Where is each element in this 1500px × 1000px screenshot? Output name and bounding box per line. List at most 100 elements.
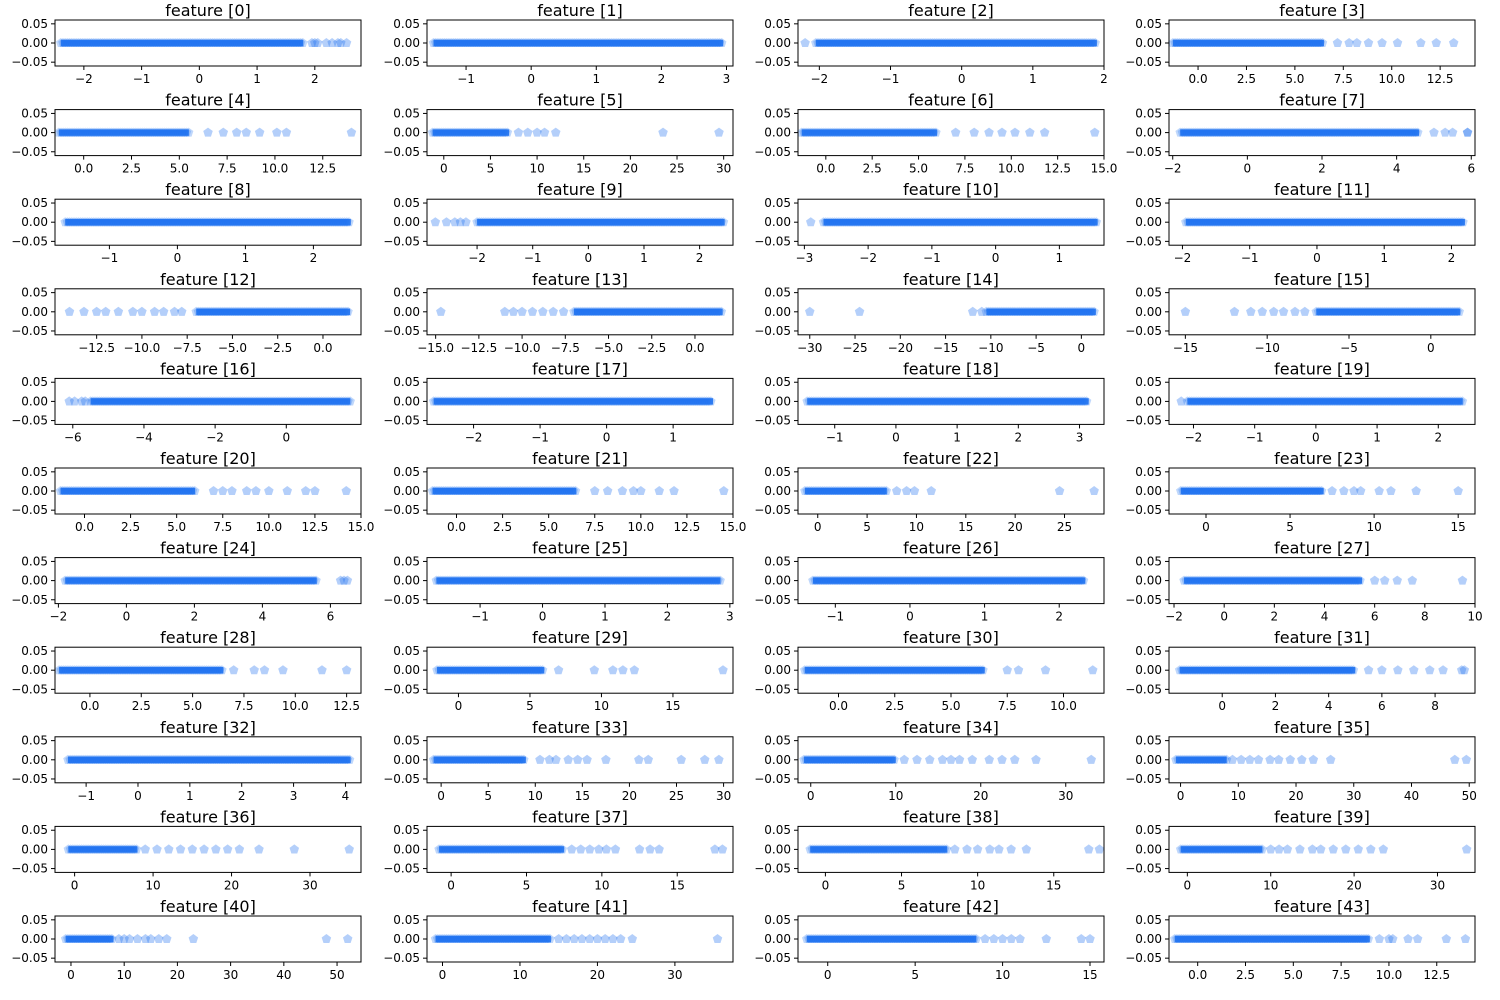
y-tick-label: 0.00 <box>1135 215 1162 229</box>
y-tick-label: 0.05 <box>393 734 420 748</box>
dense-point-band <box>804 667 985 674</box>
x-tick-label: 2 <box>238 789 246 803</box>
subplot-title: feature [20] <box>160 449 256 468</box>
outlier-point <box>1009 754 1020 764</box>
outlier-point <box>1353 844 1364 854</box>
x-tick-label: −1 <box>826 610 844 624</box>
y-tick-label: 0.05 <box>393 913 420 927</box>
x-tick-label: −12.5 <box>78 341 115 355</box>
scatter-points <box>54 127 357 137</box>
subplot-title: feature [13] <box>532 270 628 289</box>
y-tick-label: −0.05 <box>383 324 420 338</box>
y-tick-label: 0.05 <box>1135 644 1162 658</box>
x-tick-label: 30 <box>302 878 317 892</box>
y-tick-label: 0.00 <box>393 663 420 677</box>
y-tick-label: 0.05 <box>764 554 791 568</box>
outlier-point <box>1386 486 1396 496</box>
outlier-point <box>76 396 87 406</box>
scatter-points <box>1171 754 1472 764</box>
outlier-point <box>1089 486 1099 496</box>
x-tick-label: 0.0 <box>1189 72 1208 86</box>
y-tick-label: 0.05 <box>764 465 791 479</box>
outlier-point <box>1025 127 1035 137</box>
x-tick-label: 0 <box>958 72 966 86</box>
dense-point-band <box>1174 935 1370 943</box>
y-tick-label: 0.05 <box>1135 913 1162 927</box>
x-tick-label: −1 <box>826 430 844 444</box>
x-tick-label: 10 <box>1231 789 1246 803</box>
outlier-point <box>548 306 558 316</box>
outlier-point <box>264 486 274 496</box>
y-tick-label: −0.05 <box>754 414 791 428</box>
subplot-title: feature [31] <box>1274 628 1370 647</box>
x-tick-label: 30 <box>716 162 731 176</box>
y-tick-label: 0.05 <box>21 375 48 389</box>
subplot-title: feature [10] <box>903 180 999 199</box>
x-tick-label: 12.5 <box>309 162 336 176</box>
subplot-feature-21: feature [21] 0.05 0.00 −0.05 0.0 2.5 5.0 7.5 10.… <box>383 449 746 534</box>
y-tick-label: 0.00 <box>21 484 48 498</box>
outlier-point <box>989 934 999 944</box>
outlier-point <box>676 754 686 764</box>
outlier-point <box>967 754 978 764</box>
y-tick-label: 0.05 <box>21 644 48 658</box>
subplot-feature-20: feature [20] 0.05 0.00 −0.05 0.0 2.5 5.0 7.5 10.… <box>11 449 374 534</box>
y-tick-label: 0.00 <box>21 305 48 319</box>
y-tick-label: −0.05 <box>1125 414 1162 428</box>
scatter-points <box>63 844 354 854</box>
outlier-point <box>600 934 610 944</box>
outlier-point <box>1085 934 1095 944</box>
outlier-point <box>187 844 198 854</box>
outlier-point <box>1363 665 1374 675</box>
x-tick-label: 10 <box>888 789 903 803</box>
scatter-points <box>427 127 724 137</box>
outlier-point <box>1374 934 1385 944</box>
y-tick-label: 0.05 <box>764 286 791 300</box>
subplot-title: feature [43] <box>1274 897 1370 916</box>
x-tick-label: 20 <box>973 789 988 803</box>
x-tick-label: −1 <box>882 72 900 86</box>
x-tick-label: 5 <box>484 789 492 803</box>
x-tick-label: 30 <box>1058 789 1073 803</box>
outlier-point <box>654 844 664 854</box>
x-tick-label: 2 <box>1100 72 1108 86</box>
x-tick-label: 0 <box>123 610 131 624</box>
x-tick-label: 0 <box>1078 341 1086 355</box>
outlier-point <box>561 934 572 944</box>
outlier-point <box>719 486 729 496</box>
x-tick-label: 10 <box>594 699 609 713</box>
x-tick-label: 50 <box>329 968 344 982</box>
scatter-points <box>801 934 1095 944</box>
outlier-point <box>645 844 655 854</box>
subplot-title: feature [40] <box>160 897 256 916</box>
outlier-point <box>566 844 577 854</box>
y-tick-label: 0.05 <box>393 196 420 210</box>
outlier-point <box>984 754 995 764</box>
x-tick-label: 30 <box>716 789 731 803</box>
x-tick-label: 0 <box>1177 789 1185 803</box>
x-tick-label: 2 <box>658 72 666 86</box>
subplot-feature-15: feature [15] 0.05 0.00 −0.05 −15 −10 −5 0 <box>1125 270 1476 355</box>
subplot-feature-1: feature [1] 0.05 0.00 −0.05 −1 0 1 2 3 <box>383 1 734 86</box>
outlier-point <box>346 127 357 137</box>
scatter-points <box>1175 844 1472 854</box>
outlier-point <box>342 934 353 944</box>
outlier-point <box>1392 38 1403 48</box>
x-tick-label: 1 <box>953 430 961 444</box>
outlier-point <box>1392 575 1402 585</box>
y-tick-label: 0.05 <box>21 17 48 31</box>
y-tick-label: 0.05 <box>764 734 791 748</box>
outlier-point <box>249 665 259 675</box>
outlier-point <box>436 306 446 316</box>
subplot-feature-33: feature [33] 0.05 0.00 −0.05 0 5 10 15 20 25 30 <box>383 718 734 803</box>
x-tick-label: 1 <box>1380 251 1388 265</box>
outlier-point <box>149 306 160 316</box>
x-tick-label: −15.0 <box>417 341 454 355</box>
outlier-point <box>1429 127 1439 137</box>
outlier-point <box>1315 844 1326 854</box>
outlier-point <box>1377 38 1387 48</box>
outlier-point <box>1227 754 1238 764</box>
outlier-point <box>140 844 150 854</box>
subplot-feature-16: feature [16] 0.05 0.00 −0.05 −6 −4 −2 0 <box>11 359 362 444</box>
x-tick-label: −10.0 <box>124 341 161 355</box>
